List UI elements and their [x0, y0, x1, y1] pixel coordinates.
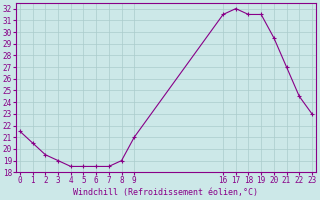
X-axis label: Windchill (Refroidissement éolien,°C): Windchill (Refroidissement éolien,°C) [74, 188, 259, 197]
